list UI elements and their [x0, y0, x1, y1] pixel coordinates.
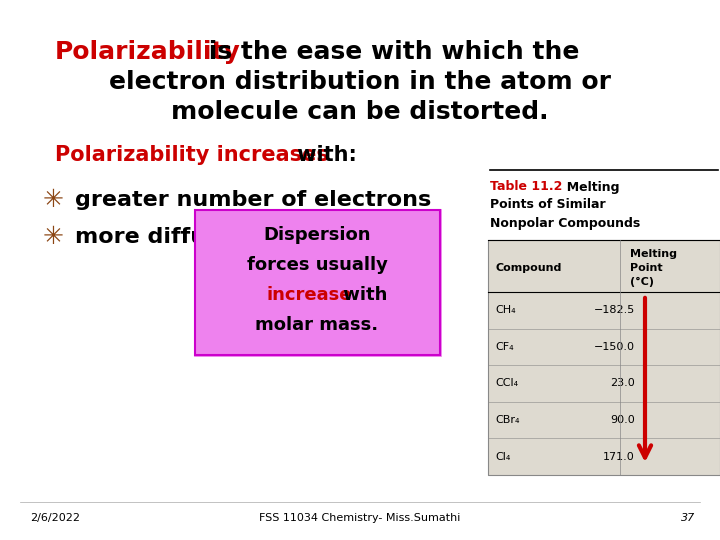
Text: Points of Similar: Points of Similar: [490, 199, 606, 212]
Text: Polarizability: Polarizability: [55, 40, 240, 64]
Text: molar mass.: molar mass.: [256, 316, 379, 334]
Text: increase: increase: [267, 286, 353, 304]
Text: 37: 37: [680, 513, 695, 523]
Text: Table 11.2: Table 11.2: [490, 180, 562, 193]
Text: 2/6/2022: 2/6/2022: [30, 513, 80, 523]
Text: ✳: ✳: [42, 225, 63, 249]
Text: with: with: [337, 286, 387, 304]
Text: Nonpolar Compounds: Nonpolar Compounds: [490, 217, 640, 230]
Text: Point: Point: [630, 263, 662, 273]
Text: −150.0: −150.0: [594, 342, 635, 352]
Bar: [195, 210, 440, 355]
Text: Cl₄: Cl₄: [495, 451, 510, 462]
Text: ✳: ✳: [42, 188, 63, 212]
Text: Dispersion: Dispersion: [264, 226, 371, 244]
Text: (°C): (°C): [630, 277, 654, 287]
Text: greater number of electrons: greater number of electrons: [75, 190, 431, 210]
Text: CF₄: CF₄: [495, 342, 513, 352]
Text: molecule can be distorted.: molecule can be distorted.: [171, 100, 549, 124]
Bar: [488, 240, 720, 475]
Text: CH₄: CH₄: [495, 305, 516, 315]
Text: FSS 11034 Chemistry- Miss.Sumathi: FSS 11034 Chemistry- Miss.Sumathi: [259, 513, 461, 523]
Text: Melting: Melting: [558, 180, 619, 193]
Text: more diffuse electron cloud: more diffuse electron cloud: [75, 227, 422, 247]
Text: Polarizability increases: Polarizability increases: [55, 145, 329, 165]
Text: electron distribution in the atom or: electron distribution in the atom or: [109, 70, 611, 94]
Text: 90.0: 90.0: [611, 415, 635, 425]
Text: Compound: Compound: [495, 263, 562, 273]
Bar: [195, 210, 440, 355]
Text: Melting: Melting: [630, 249, 677, 259]
Text: is the ease with which the: is the ease with which the: [200, 40, 580, 64]
Text: −182.5: −182.5: [594, 305, 635, 315]
Text: 23.0: 23.0: [611, 379, 635, 388]
Text: with:: with:: [290, 145, 357, 165]
Text: CBr₄: CBr₄: [495, 415, 520, 425]
Text: 171.0: 171.0: [603, 451, 635, 462]
Text: forces usually: forces usually: [246, 256, 387, 274]
Text: CCl₄: CCl₄: [495, 379, 518, 388]
